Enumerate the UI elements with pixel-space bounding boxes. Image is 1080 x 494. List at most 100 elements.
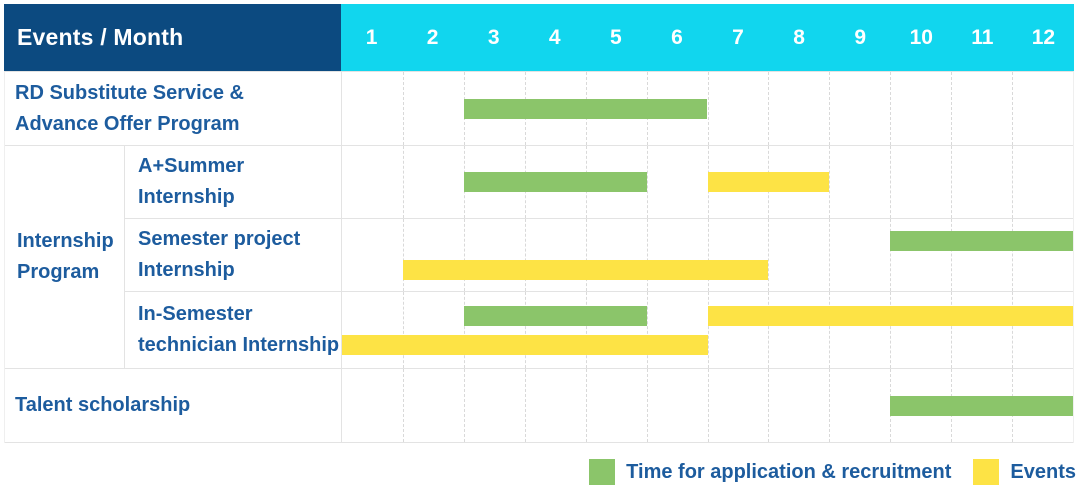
month-gridline bbox=[402, 219, 404, 291]
month-header-strip: 1 2 3 4 5 6 7 8 9 10 11 12 bbox=[341, 4, 1074, 71]
legend-swatch-green-icon bbox=[589, 459, 616, 485]
month-gridline bbox=[1012, 146, 1014, 218]
month-gridline bbox=[951, 219, 953, 291]
bar-line bbox=[342, 259, 1073, 280]
month-gridline bbox=[707, 369, 709, 442]
month-label-6: 6 bbox=[671, 25, 683, 49]
row-label-line: Program bbox=[17, 261, 100, 283]
month-gridline bbox=[646, 219, 648, 291]
month-label-2: 2 bbox=[426, 25, 439, 49]
bar-line bbox=[342, 395, 1073, 416]
row-label-line: Internship bbox=[17, 230, 114, 252]
month-gridline bbox=[524, 292, 526, 368]
legend-item-green: Time for application & recruitment bbox=[589, 459, 951, 485]
row-label-line: technician Internship bbox=[138, 334, 340, 356]
month-gridline bbox=[951, 72, 953, 145]
bar-line bbox=[342, 98, 1073, 119]
legend: Time for application & recruitment Events bbox=[567, 459, 1076, 485]
gantt-bar-green bbox=[463, 305, 647, 326]
month-gridline bbox=[890, 292, 892, 368]
month-gridline bbox=[829, 219, 831, 291]
month-label-10: 10 bbox=[909, 25, 933, 49]
row-chart-area bbox=[342, 72, 1073, 145]
month-gridline bbox=[402, 292, 404, 368]
row-label-in-semester-technician-internship: In-Semester technician Internship bbox=[125, 292, 342, 368]
month-gridline bbox=[646, 292, 648, 368]
gantt-bar-green bbox=[463, 98, 708, 119]
month-gridline bbox=[463, 292, 465, 368]
group-label-internship-program: Internship Program bbox=[5, 146, 125, 368]
row-chart-area bbox=[342, 219, 1073, 291]
month-gridline bbox=[585, 369, 587, 442]
row-label-rd-substitute-service: RD Substitute Service & Advance Offer Pro… bbox=[5, 72, 342, 145]
bar-line bbox=[342, 334, 1073, 355]
month-label-8: 8 bbox=[793, 25, 805, 49]
month-gridline bbox=[829, 72, 831, 145]
row-label-line: Talent scholarship bbox=[15, 394, 191, 416]
events-month-header-label: Events / Month bbox=[17, 24, 184, 50]
month-gridline bbox=[402, 369, 404, 442]
bar-line bbox=[342, 230, 1073, 251]
month-label-9: 9 bbox=[854, 25, 866, 49]
month-gridline bbox=[890, 72, 892, 145]
bar-line bbox=[342, 305, 1073, 326]
month-gridline bbox=[890, 219, 892, 291]
row-chart-area bbox=[342, 369, 1073, 442]
row-label-line: Internship bbox=[138, 186, 235, 208]
event-row-talent-scholarship: Talent scholarship bbox=[5, 369, 1073, 443]
event-group-internship-program: Internship Program A+Summer Internship Semes… bbox=[5, 146, 1073, 369]
month-gridline bbox=[402, 146, 404, 218]
row-label-line: Semester project bbox=[138, 228, 301, 250]
gantt-bar-green bbox=[890, 230, 1073, 251]
month-gridline bbox=[585, 292, 587, 368]
month-gridline bbox=[524, 219, 526, 291]
table-header-row: Events / Month 1 2 3 4 5 6 7 8 9 10 11 12 bbox=[4, 4, 1074, 71]
month-gridline bbox=[707, 219, 709, 291]
row-label-line: RD Substitute Service & bbox=[15, 81, 244, 104]
gantt-bar-yellow bbox=[707, 305, 1073, 326]
legend-label: Events bbox=[1010, 460, 1076, 483]
month-gridline bbox=[1012, 72, 1014, 145]
gantt-bar-yellow bbox=[402, 259, 769, 280]
month-gridline bbox=[402, 72, 404, 145]
month-gridline bbox=[829, 292, 831, 368]
row-label-line: In-Semester bbox=[138, 303, 253, 325]
month-gridline bbox=[768, 369, 770, 442]
events-month-header-cell: Events / Month bbox=[4, 4, 341, 71]
group-subrows: A+Summer Internship Semester project Intern… bbox=[125, 146, 1073, 368]
row-label-semester-project-internship: Semester project Internship bbox=[125, 219, 342, 291]
row-label-line: A+Summer bbox=[138, 155, 245, 177]
gantt-bar-yellow bbox=[707, 172, 830, 192]
table-body: RD Substitute Service & Advance Offer Pro… bbox=[4, 71, 1074, 443]
month-label-4: 4 bbox=[548, 25, 561, 49]
month-gridline bbox=[646, 369, 648, 442]
month-gridline bbox=[768, 219, 770, 291]
month-gridline bbox=[951, 146, 953, 218]
month-gridline bbox=[829, 146, 831, 218]
row-chart-area bbox=[342, 146, 1073, 218]
month-gridline bbox=[768, 72, 770, 145]
month-gridline bbox=[768, 292, 770, 368]
month-gridline bbox=[463, 369, 465, 442]
month-gridline bbox=[890, 146, 892, 218]
legend-swatch-yellow-icon bbox=[973, 459, 1000, 485]
gantt-bar-green bbox=[890, 395, 1073, 416]
legend-label: Time for application & recruitment bbox=[626, 460, 952, 483]
event-row-in-semester-technician-internship: In-Semester technician Internship bbox=[125, 292, 1073, 368]
month-gridline bbox=[829, 369, 831, 442]
event-row-semester-project-internship: Semester project Internship bbox=[125, 219, 1073, 292]
month-label-5: 5 bbox=[610, 25, 622, 49]
legend-item-yellow: Events bbox=[973, 459, 1076, 485]
event-row-rd-substitute-service: RD Substitute Service & Advance Offer Pro… bbox=[5, 72, 1073, 146]
row-label-a-plus-summer-internship: A+Summer Internship bbox=[125, 146, 342, 218]
bar-line bbox=[342, 172, 1073, 192]
month-label-7: 7 bbox=[732, 25, 744, 49]
month-gridline bbox=[585, 219, 587, 291]
month-gridline bbox=[1012, 292, 1014, 368]
row-chart-area bbox=[342, 292, 1073, 368]
month-gridline bbox=[463, 219, 465, 291]
month-gridline bbox=[951, 292, 953, 368]
event-row-a-plus-summer-internship: A+Summer Internship bbox=[125, 146, 1073, 219]
row-label-talent-scholarship: Talent scholarship bbox=[5, 369, 342, 442]
